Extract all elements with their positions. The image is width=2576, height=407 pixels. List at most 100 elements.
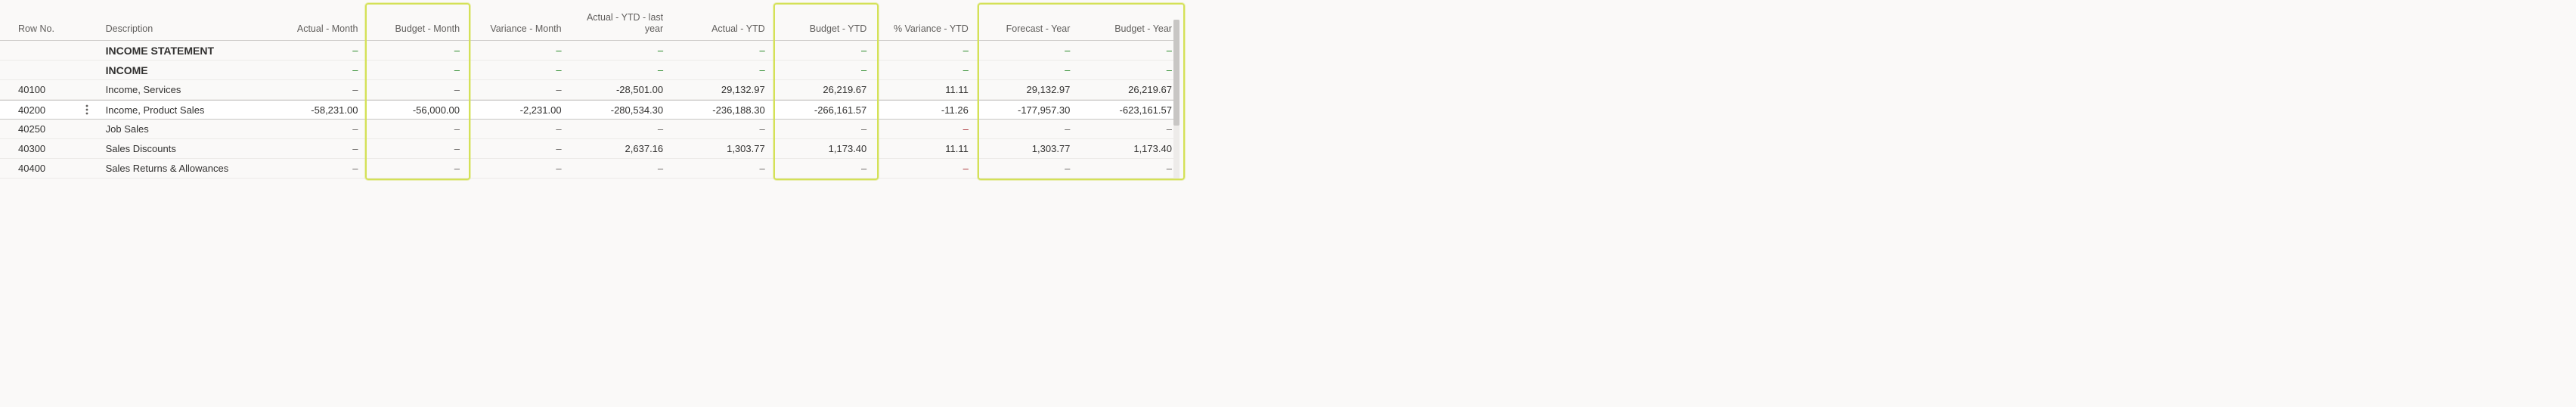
cell-actual-month: – [264,123,366,135]
col-header-variance-month[interactable]: Variance - Month [467,23,569,36]
cell-description: INCOME [98,64,264,76]
col-header-budget-ytd[interactable]: Budget - YTD [773,23,875,36]
col-header-actual-ytd[interactable]: Actual - YTD [671,23,773,36]
cell-variance-month: – [467,84,569,95]
col-header-actual-ytd-last[interactable]: Actual - YTD - last year [569,12,671,36]
table-header-row: Row No. Description Actual - Month Budge… [0,0,1180,41]
cell-budget-year: – [1077,163,1180,174]
cell-actual-ytd-last: – [569,45,671,56]
cell-actual-ytd-last: -280,534.30 [569,104,671,116]
cell-description: Job Sales [98,123,264,135]
col-header-budget-year[interactable]: Budget - Year [1077,23,1180,36]
cell-row-no: 40100 [0,84,76,95]
table-row[interactable]: 40100Income, Services–––-28,501.0029,132… [0,80,1180,100]
cell-description: INCOME STATEMENT [98,45,264,57]
cell-actual-ytd: – [671,45,773,56]
cell-actual-ytd: 1,303.77 [671,143,773,154]
col-header-actual-month[interactable]: Actual - Month [264,23,366,36]
cell-variance-month: -2,231.00 [467,104,569,116]
cell-row-no: 40400 [0,163,76,174]
cell-actual-ytd-last: – [569,123,671,135]
cell-budget-year: – [1077,64,1180,76]
scrollbar-thumb[interactable] [1173,20,1180,126]
cell-budget-month: – [365,45,467,56]
cell-variance-month: – [467,143,569,154]
cell-budget-year: 1,173.40 [1077,143,1180,154]
cell-budget-month: – [365,123,467,135]
cell-description: Income, Services [98,84,264,95]
cell-actual-ytd-last: – [569,163,671,174]
cell-actual-ytd: -236,188.30 [671,104,773,116]
cell-forecast-year: 1,303.77 [976,143,1078,154]
cell-actual-month: – [264,64,366,76]
cell-actual-ytd: 29,132.97 [671,84,773,95]
col-header-forecast-year[interactable]: Forecast - Year [976,23,1078,36]
more-options-icon[interactable] [82,104,92,116]
cell-actual-month: – [264,163,366,174]
cell-description: Sales Returns & Allowances [98,163,264,174]
cell-actual-ytd: – [671,163,773,174]
cell-pct-var-ytd: 11.11 [874,143,976,154]
col-header-pct-var-ytd[interactable]: % Variance - YTD [874,23,976,36]
cell-budget-ytd: – [773,123,875,135]
table-body: INCOME STATEMENT–––––––––INCOME–––––––––… [0,41,1180,179]
table-row[interactable]: INCOME STATEMENT––––––––– [0,41,1180,61]
cell-pct-var-ytd: – [874,123,976,135]
cell-budget-year: – [1077,123,1180,135]
cell-actual-month: – [264,143,366,154]
cell-actual-month: – [264,45,366,56]
cell-forecast-year: – [976,163,1078,174]
cell-actual-ytd-last: 2,637.16 [569,143,671,154]
cell-row-no: 40250 [0,123,76,135]
cell-row-no: 40300 [0,143,76,154]
cell-budget-ytd: 26,219.67 [773,84,875,95]
cell-pct-var-ytd: – [874,64,976,76]
cell-description: Sales Discounts [98,143,264,154]
cell-actual-month: -58,231.00 [264,104,366,116]
cell-budget-ytd: – [773,45,875,56]
cell-row-no: 40200 [0,104,76,116]
cell-row-actions[interactable] [76,104,98,116]
cell-actual-ytd-last: -28,501.00 [569,84,671,95]
cell-budget-ytd: -266,161.57 [773,104,875,116]
vertical-scrollbar[interactable] [1173,20,1180,179]
cell-budget-month: -56,000.00 [365,104,467,116]
cell-forecast-year: – [976,45,1078,56]
col-header-row-no[interactable]: Row No. [0,23,76,36]
cell-actual-month: – [264,84,366,95]
cell-budget-month: – [365,84,467,95]
cell-forecast-year: 29,132.97 [976,84,1078,95]
table-row[interactable]: 40400Sales Returns & Allowances––––––––– [0,159,1180,179]
cell-budget-month: – [365,64,467,76]
cell-budget-ytd: 1,173.40 [773,143,875,154]
cell-pct-var-ytd: – [874,45,976,56]
cell-actual-ytd: – [671,64,773,76]
cell-variance-month: – [467,45,569,56]
table-row[interactable]: 40250Job Sales––––––––– [0,120,1180,139]
table-row[interactable]: 40200 Income, Product Sales-58,231.00-56,… [0,100,1180,120]
cell-variance-month: – [467,64,569,76]
cell-budget-year: 26,219.67 [1077,84,1180,95]
cell-budget-month: – [365,163,467,174]
cell-budget-ytd: – [773,163,875,174]
cell-pct-var-ytd: 11.11 [874,84,976,95]
cell-actual-ytd: – [671,123,773,135]
cell-forecast-year: – [976,123,1078,135]
cell-forecast-year: -177,957.30 [976,104,1078,116]
cell-variance-month: – [467,163,569,174]
cell-actual-ytd-last: – [569,64,671,76]
financial-report-table: Row No. Description Actual - Month Budge… [0,0,1180,179]
table-row[interactable]: 40300Sales Discounts–––2,637.161,303.771… [0,139,1180,159]
cell-budget-ytd: – [773,64,875,76]
cell-pct-var-ytd: -11.26 [874,104,976,116]
cell-budget-month: – [365,143,467,154]
cell-variance-month: – [467,123,569,135]
col-header-budget-month[interactable]: Budget - Month [365,23,467,36]
cell-budget-year: – [1077,45,1180,56]
cell-budget-year: -623,161.57 [1077,104,1180,116]
cell-pct-var-ytd: – [874,163,976,174]
table-row[interactable]: INCOME––––––––– [0,61,1180,80]
cell-forecast-year: – [976,64,1078,76]
cell-description: Income, Product Sales [98,104,264,116]
col-header-description[interactable]: Description [98,23,264,36]
